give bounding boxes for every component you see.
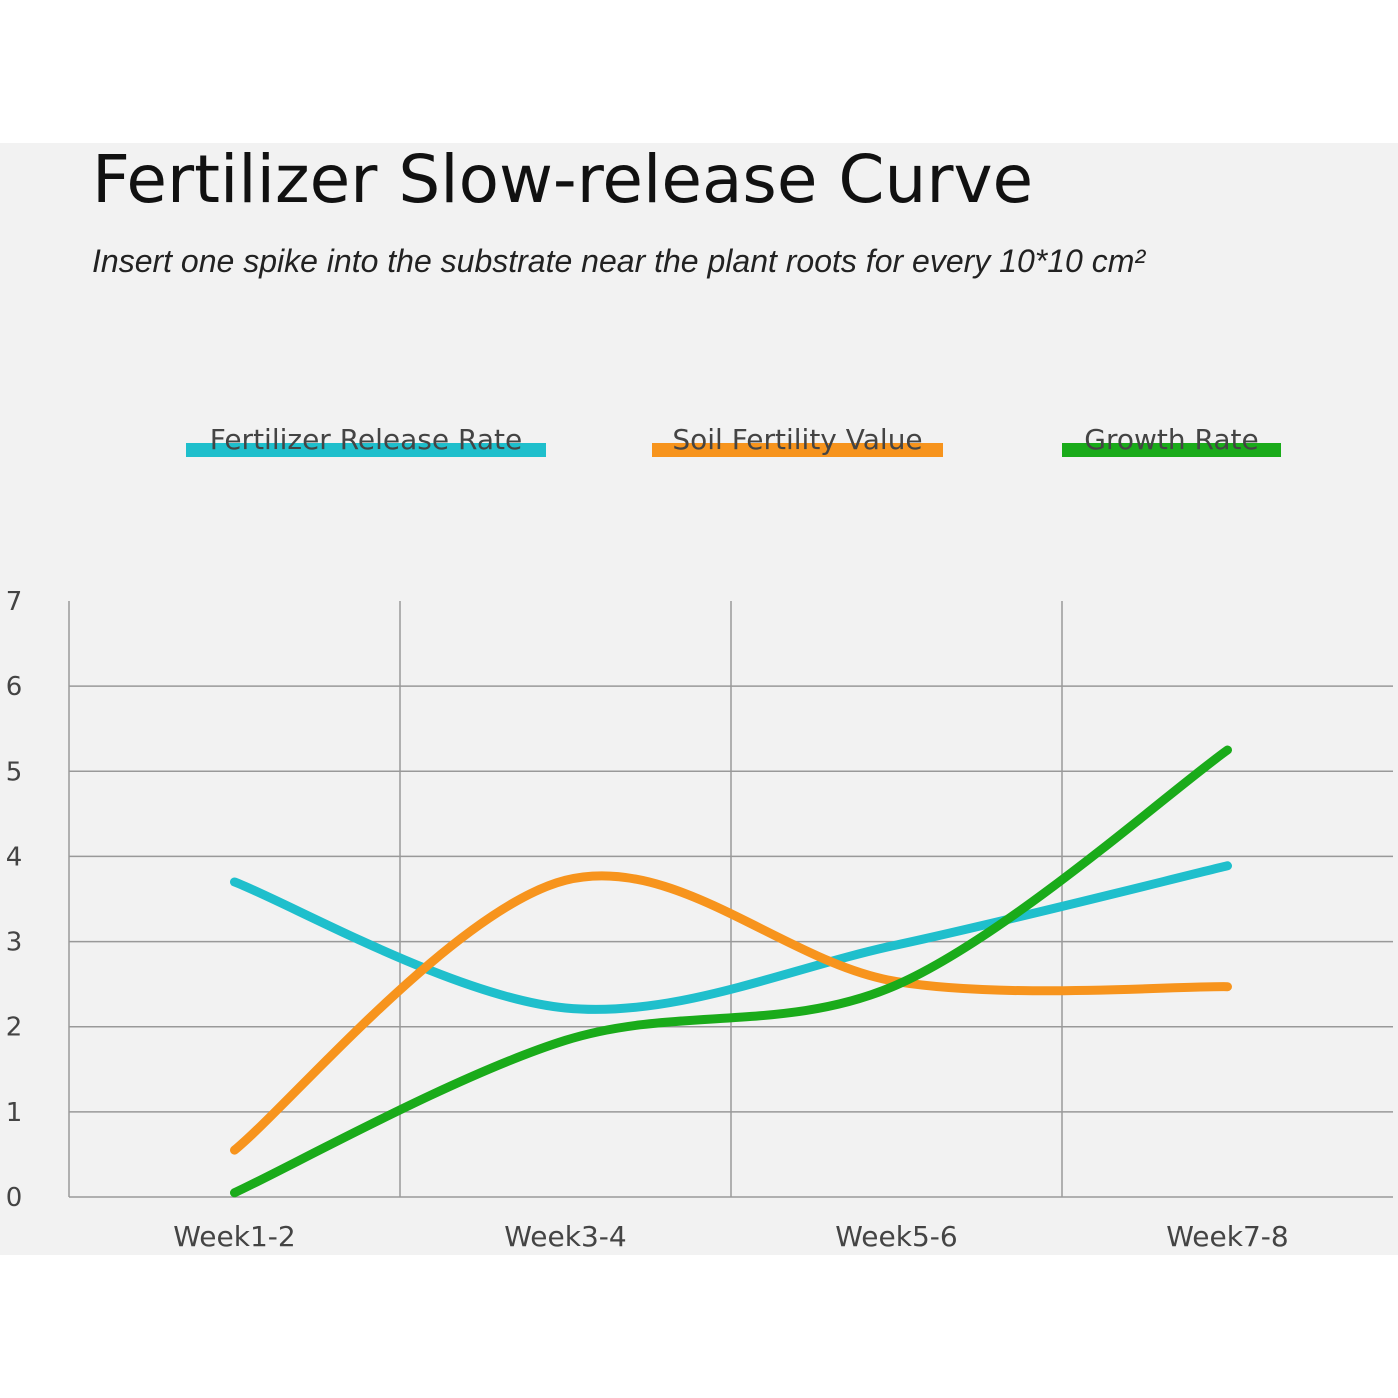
y-tick-label: 6 bbox=[6, 672, 23, 702]
y-tick-label: 2 bbox=[6, 1013, 23, 1043]
y-tick-label: 7 bbox=[6, 587, 23, 617]
series-line bbox=[230, 871, 1232, 1155]
x-tick-label: Week3-4 bbox=[504, 1220, 626, 1253]
chart-subtitle: Insert one spike into the substrate near… bbox=[92, 243, 1146, 279]
legend-label: Fertilizer Release Rate bbox=[210, 423, 522, 456]
legend-swatch bbox=[652, 443, 943, 457]
y-tick-label: 0 bbox=[6, 1183, 23, 1213]
x-tick-label: Week7-8 bbox=[1166, 1220, 1288, 1253]
series-line bbox=[230, 861, 1232, 1014]
y-tick-label: 4 bbox=[6, 842, 23, 872]
chart-title: Fertilizer Slow-release Curve bbox=[92, 141, 1033, 218]
y-tick-label: 3 bbox=[6, 928, 23, 958]
legend-label: Soil Fertility Value bbox=[672, 423, 922, 456]
y-tick-label: 5 bbox=[6, 757, 23, 787]
legend-label: Growth Rate bbox=[1084, 423, 1258, 456]
series-line bbox=[230, 745, 1232, 1198]
x-tick-label: Week5-6 bbox=[835, 1220, 957, 1253]
x-tick-label: Week1-2 bbox=[173, 1220, 295, 1253]
panel bbox=[0, 143, 1398, 1255]
y-tick-label: 1 bbox=[6, 1098, 23, 1128]
legend-swatch bbox=[186, 443, 546, 457]
legend-swatch bbox=[1062, 443, 1281, 457]
